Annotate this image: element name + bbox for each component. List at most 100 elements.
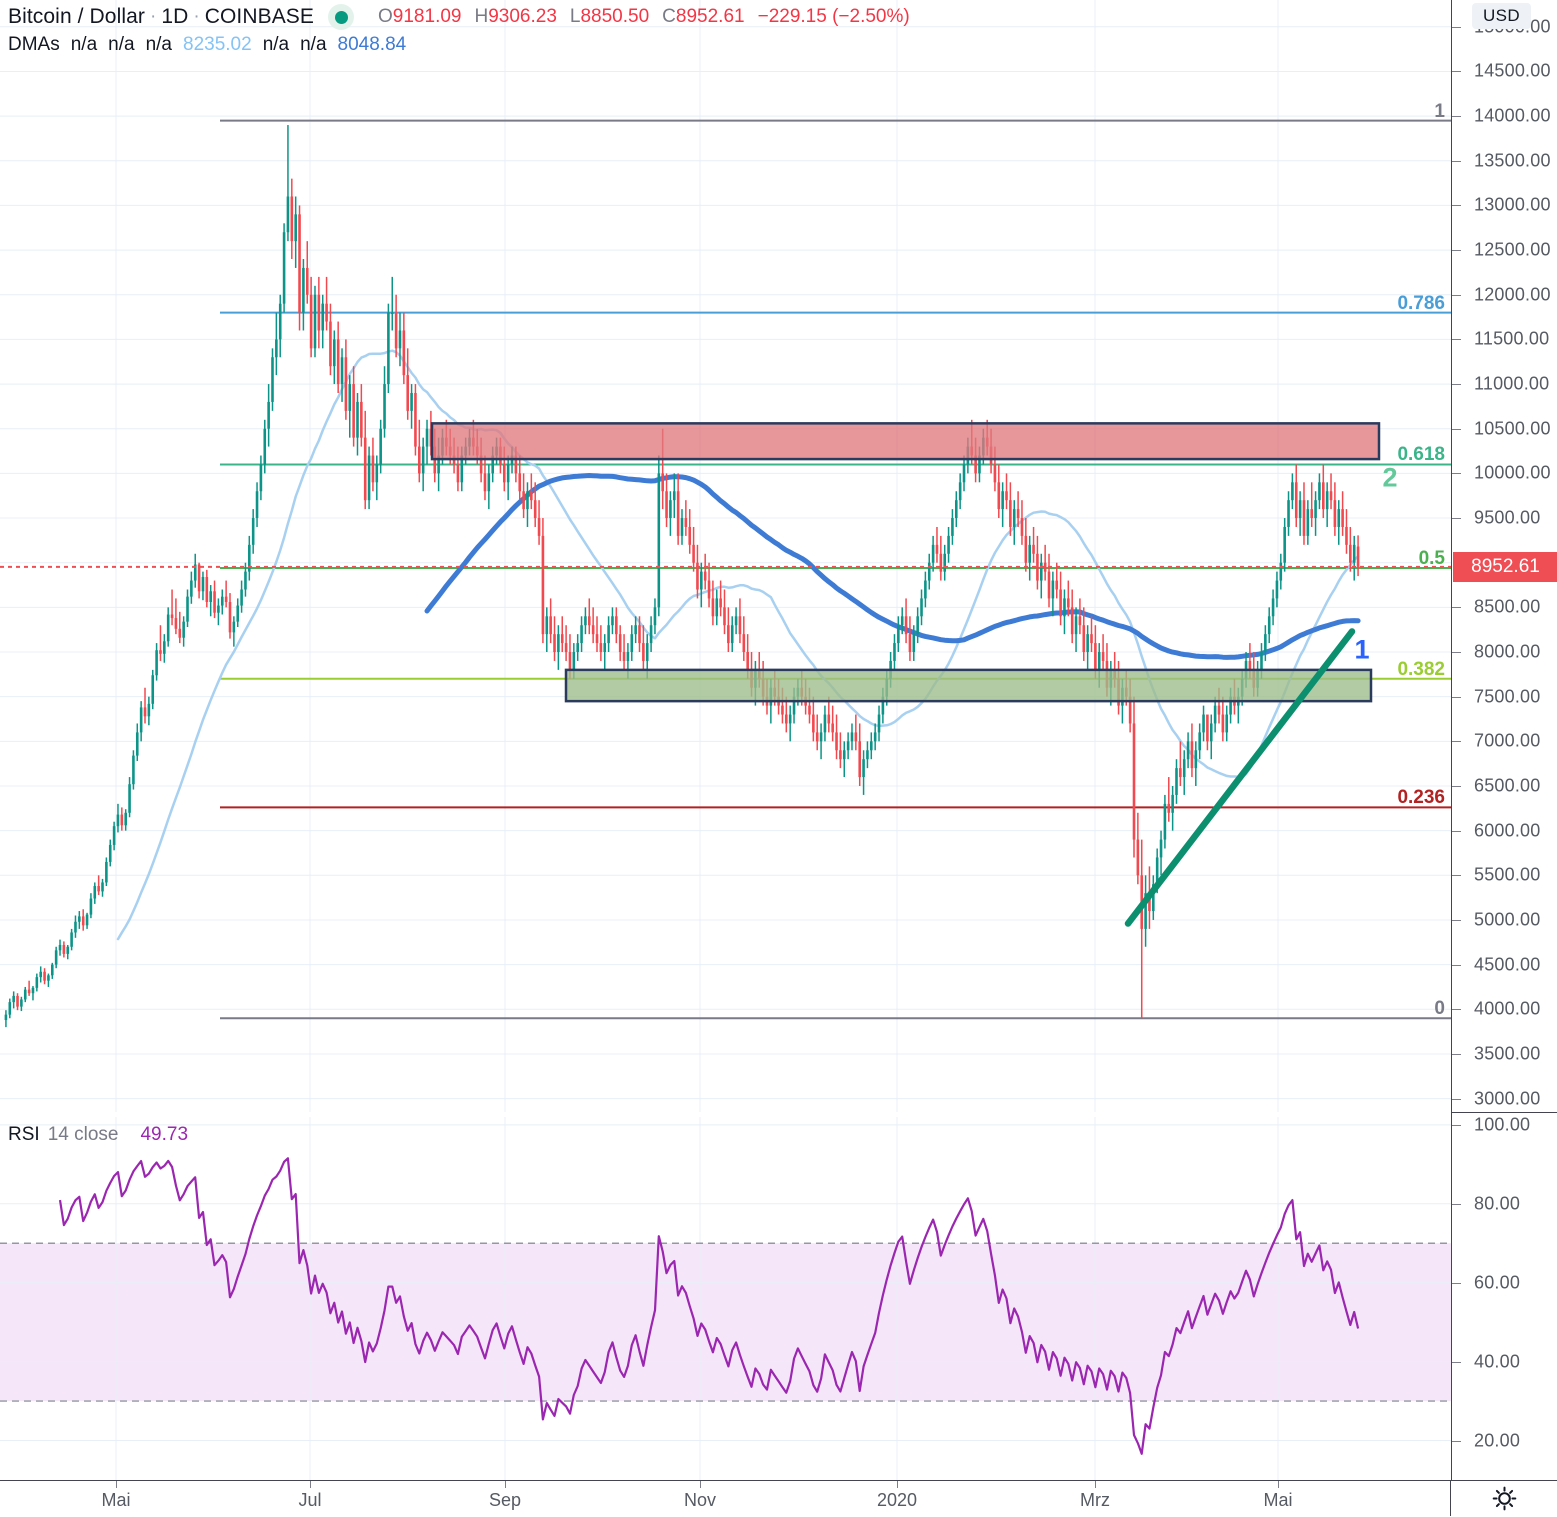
- low-key: L: [569, 6, 581, 27]
- dma-value-2: n/a: [108, 34, 135, 55]
- rsi-plot: [0, 1117, 1451, 1480]
- currency-badge[interactable]: USD: [1472, 3, 1532, 29]
- rsi-chart-pane[interactable]: [0, 1117, 1451, 1480]
- axis-tick: [1452, 1203, 1461, 1205]
- open-key: O: [378, 6, 393, 27]
- pane-divider: [1452, 1112, 1557, 1113]
- exchange-label[interactable]: COINBASE: [204, 5, 315, 28]
- price-axis-label: 11000.00: [1474, 373, 1550, 394]
- price-axis-label: 3500.00: [1474, 1043, 1541, 1064]
- axis-tick: [1452, 26, 1461, 28]
- time-axis-label: Mai: [101, 1490, 131, 1510]
- price-axis[interactable]: 15000.0014500.0014000.0013500.0013000.00…: [1451, 0, 1557, 1480]
- fib-label-0-236: 0.236: [1397, 787, 1445, 809]
- price-axis-label: 7500.00: [1474, 686, 1541, 707]
- price-axis-label: 5500.00: [1474, 864, 1541, 885]
- price-axis-label: 13500.00: [1474, 150, 1551, 171]
- axis-tick: [1452, 71, 1461, 73]
- trend-line: [1124, 628, 1356, 927]
- chart-legend: Bitcoin / Dollar · 1D · COINBASE O9181.0…: [8, 2, 910, 58]
- rsi-axis-label: 100.00: [1474, 1114, 1531, 1135]
- rsi-band: [0, 1243, 1451, 1402]
- axis-tick: [1452, 652, 1461, 654]
- interval-label[interactable]: 1D: [161, 5, 189, 28]
- price-chart-pane[interactable]: [0, 0, 1451, 1112]
- axis-tick: [1452, 1053, 1461, 1055]
- rsi-name: RSI: [8, 1124, 40, 1145]
- chart-settings-button[interactable]: [1450, 1481, 1557, 1516]
- axis-tick: [1452, 473, 1461, 475]
- rsi-axis-label: 80.00: [1474, 1193, 1521, 1214]
- dmas-row[interactable]: DMAs n/a n/a n/a 8235.02 n/a n/a 8048.84: [8, 32, 910, 58]
- axis-tick: [1452, 919, 1461, 921]
- high-value: 9306.23: [488, 6, 557, 27]
- close-key: C: [662, 6, 676, 27]
- price-axis-label: 3000.00: [1474, 1088, 1541, 1109]
- price-axis-label: 4500.00: [1474, 954, 1541, 975]
- wave-label-2: 2: [1382, 462, 1398, 493]
- fib-label-0-786: 0.786: [1397, 292, 1445, 314]
- settings-gear-icon: [1492, 1486, 1516, 1511]
- fib-label-0-5: 0.5: [1418, 548, 1445, 570]
- axis-tick: [1452, 294, 1461, 296]
- rsi-value: 49.73: [140, 1124, 189, 1145]
- close-value: 8952.61: [675, 6, 745, 27]
- price-plot: [0, 0, 1451, 1112]
- resistance-zone: [430, 422, 1381, 461]
- time-axis-label: Mrz: [1080, 1490, 1110, 1510]
- market-open-dot-icon[interactable]: [328, 4, 355, 30]
- time-axis-label: Jul: [298, 1490, 322, 1510]
- rsi-params: 14 close: [47, 1124, 119, 1145]
- axis-tick: [1452, 339, 1461, 341]
- axis-tick: [1452, 964, 1461, 966]
- price-axis-label: 6500.00: [1474, 775, 1541, 796]
- axis-tick: [1452, 1440, 1461, 1442]
- fib-label-1: 1: [1434, 100, 1445, 122]
- price-axis-label: 5000.00: [1474, 909, 1541, 930]
- axis-tick: [1452, 785, 1461, 787]
- separator-2: ·: [193, 6, 200, 27]
- time-axis-label: 2020: [876, 1490, 918, 1510]
- time-axis-tick: [310, 1481, 311, 1488]
- price-axis-label: 8000.00: [1474, 641, 1541, 662]
- price-axis-label: 14500.00: [1474, 60, 1551, 81]
- price-axis-label: 14000.00: [1474, 105, 1551, 126]
- time-axis-tick: [505, 1481, 506, 1488]
- wave-label-1: 1: [1354, 634, 1370, 665]
- rsi-axis-label: 60.00: [1474, 1272, 1521, 1293]
- time-axis-label: Mai: [1263, 1490, 1293, 1510]
- time-axis-tick: [1095, 1481, 1096, 1488]
- fib-label-0: 0: [1434, 998, 1445, 1020]
- symbol-row: Bitcoin / Dollar · 1D · COINBASE O9181.0…: [8, 2, 910, 32]
- price-axis-label: 7000.00: [1474, 730, 1541, 751]
- high-key: H: [474, 6, 489, 27]
- dma-value-3: n/a: [145, 34, 172, 55]
- time-axis-tick: [897, 1481, 898, 1488]
- axis-tick: [1452, 428, 1461, 430]
- dma-value-4: 8235.02: [183, 34, 252, 55]
- axis-tick: [1452, 384, 1461, 386]
- symbol-name[interactable]: Bitcoin / Dollar: [8, 5, 145, 28]
- candlestick-series: [4, 125, 1360, 1028]
- axis-tick: [1452, 116, 1461, 118]
- axis-tick: [1452, 250, 1461, 252]
- dma-value-7: 8048.84: [337, 34, 407, 55]
- open-value: 9181.09: [392, 6, 462, 27]
- axis-tick: [1452, 1124, 1461, 1126]
- time-axis-tick: [700, 1481, 701, 1488]
- dma-value-1: n/a: [70, 34, 98, 55]
- dma-value-5: n/a: [262, 34, 290, 55]
- change-value: −229.15 (−2.50%): [757, 6, 910, 27]
- price-axis-label: 13000.00: [1474, 194, 1551, 215]
- last-price-tag[interactable]: 8952.61: [1453, 551, 1557, 582]
- axis-tick: [1452, 205, 1461, 207]
- ohlc-values: O9181.09 H9306.23 L8850.50 C8952.61 −229.15 …: [378, 6, 910, 28]
- axis-tick: [1452, 1009, 1461, 1011]
- rsi-legend[interactable]: RSI 14 close 49.73: [8, 1124, 188, 1146]
- fib-label-0-382: 0.382: [1397, 658, 1445, 680]
- dma-value-6: n/a: [300, 34, 327, 55]
- axis-tick: [1452, 1361, 1461, 1363]
- price-axis-label: 12500.00: [1474, 239, 1551, 260]
- time-axis[interactable]: Mai Jul Sep Nov 2020 Mrz Mai: [0, 1480, 1557, 1517]
